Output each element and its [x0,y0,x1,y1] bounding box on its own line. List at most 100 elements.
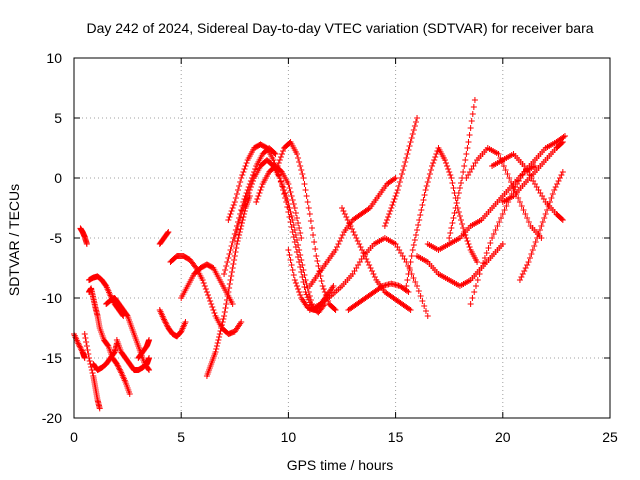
data-point [426,171,433,177]
data-point [239,172,246,178]
data-point [528,251,535,257]
data-point [237,179,244,185]
data-point [217,328,224,334]
data-point [471,289,478,295]
data-point [480,260,487,266]
data-point [346,220,353,226]
data-point [518,203,525,209]
data-point [384,217,391,223]
data-point [290,201,297,207]
data-marks [71,97,568,412]
data-point [416,217,423,223]
data-point [471,97,478,103]
data-point [333,244,340,250]
data-point [455,190,462,196]
data-point [559,217,566,223]
data-point [541,215,548,221]
data-point [235,223,242,229]
data-point [209,304,216,310]
data-point [116,365,123,372]
data-point [203,289,210,295]
data-point [305,289,312,295]
data-point [247,184,254,190]
data-point [281,187,288,193]
data-point [347,223,354,229]
data-point [297,230,304,236]
series-arc4 [86,285,133,397]
data-point [490,231,497,237]
data-point [535,231,542,237]
data-point [278,151,285,157]
data-point [531,163,538,169]
data-point [546,199,553,205]
data-point [499,211,506,217]
data-point [420,197,427,203]
data-point [290,222,297,228]
data-point [276,157,283,163]
axis-ticks [73,57,611,419]
data-point [314,258,321,264]
data-point [243,196,250,202]
data-point [332,247,339,253]
data-point [293,215,300,221]
data-point [409,131,416,137]
data-point [233,191,240,197]
data-point [483,250,490,256]
data-point [82,335,89,341]
data-point [238,211,245,217]
data-point [423,183,430,189]
data-point [210,307,217,313]
data-point [303,193,310,199]
data-point [126,391,133,397]
data-point [291,205,298,211]
data-point [391,196,398,202]
data-point [232,249,239,255]
data-point [386,211,393,217]
data-point [76,342,83,348]
data-point [534,235,541,241]
data-point [340,208,347,214]
data-point [301,181,308,187]
data-point [225,217,232,223]
series-arc11 [156,229,172,247]
data-point [227,211,234,217]
series-arc17 [231,157,315,307]
data-point [306,293,313,299]
data-point [228,273,235,279]
data-point [199,277,206,283]
data-point [392,193,399,199]
data-point [408,135,415,141]
series-arc34 [516,169,566,283]
data-point [235,187,242,193]
data-point [212,349,219,355]
data-point [441,157,448,163]
data-point [241,202,248,208]
data-point [549,191,556,197]
data-point [410,275,417,281]
series-arc5 [90,340,120,373]
y-tick-label: 10 [46,50,62,66]
x-tick-labels: 0 5 10 15 20 25 [70,429,618,445]
data-point [221,309,228,315]
data-point [146,337,153,343]
data-point [296,159,303,165]
data-point [163,320,170,327]
data-point [388,205,395,211]
series-arc3 [81,331,103,412]
data-point [227,277,234,283]
data-point [162,319,169,326]
chart-title: Day 242 of 2024, Sidereal Day-to-day VTE… [86,20,593,36]
data-point [456,185,463,191]
data-point [559,139,566,145]
data-point [461,163,468,169]
data-point [463,235,470,241]
data-point [525,259,532,265]
data-point [474,277,481,283]
data-point [214,340,221,346]
y-tick-label: -20 [42,410,62,426]
data-point [277,154,284,160]
data-point [391,176,398,182]
data-point [381,223,388,229]
data-point [411,237,418,243]
